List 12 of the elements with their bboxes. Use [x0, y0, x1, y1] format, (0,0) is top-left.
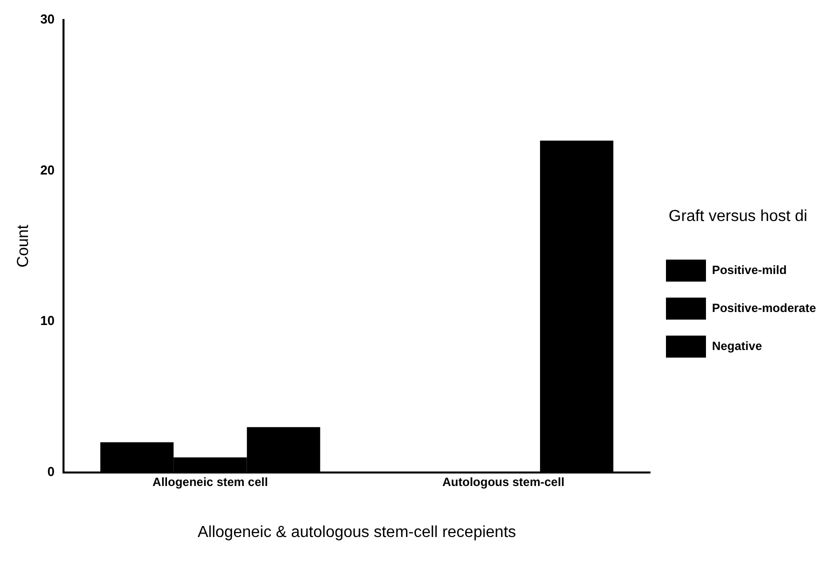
- x-tick-label: Autologous stem-cell: [442, 474, 564, 489]
- y-tick-label: 30: [40, 12, 55, 27]
- legend-label: Negative: [712, 338, 762, 353]
- x-tick-label: Allogeneic stem cell: [152, 474, 268, 489]
- legend-title: Graft versus host di: [668, 208, 808, 225]
- y-tick-label: 20: [40, 162, 55, 178]
- y-tick-label: 10: [40, 313, 55, 328]
- x-axis-title: Allogeneic & autologous stem-cell recepients: [198, 524, 516, 541]
- legend-label: Positive-mild: [712, 262, 787, 277]
- legend-label: Positive-moderate: [712, 300, 816, 315]
- y-axis-title: Count: [15, 224, 32, 268]
- y-tick-label: 0: [47, 464, 55, 479]
